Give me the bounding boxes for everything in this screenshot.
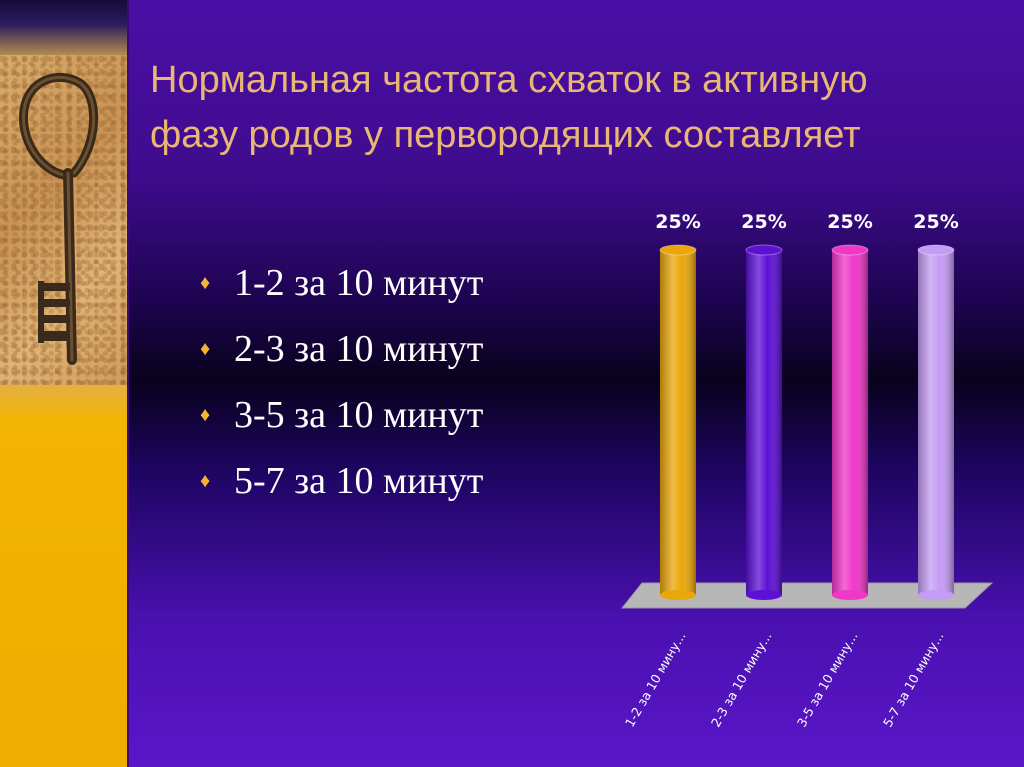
data-label-1: 25% <box>655 211 700 233</box>
bar-2 <box>745 244 783 600</box>
chart-floor <box>620 582 994 609</box>
bullet-item: ♦ 3-5 за 10 минут <box>200 382 483 448</box>
category-label-4: 5-7 за 10 мину... <box>880 629 947 730</box>
divider-line <box>127 0 129 767</box>
diamond-bullet-icon: ♦ <box>200 469 211 492</box>
bar-1 <box>659 244 697 600</box>
diamond-bullet-icon: ♦ <box>200 337 211 360</box>
diamond-bullet-icon: ♦ <box>200 271 211 294</box>
left-top-band <box>0 0 127 60</box>
bar-3 <box>831 244 869 600</box>
bar-chart: 25% 1-2 за 10 мину... 25% 2-3 за 10 мину...… <box>620 211 994 730</box>
category-label-3: 3-5 за 10 мину... <box>794 629 861 730</box>
category-label-2: 2-3 за 10 мину... <box>708 629 775 730</box>
key-icon <box>19 72 99 365</box>
bullet-text: 5-7 за 10 минут <box>234 460 484 502</box>
bullet-text: 1-2 за 10 минут <box>234 262 484 304</box>
diamond-bullet-icon: ♦ <box>200 403 211 426</box>
data-label-4: 25% <box>913 211 958 233</box>
slide-title: Нормальная частота схваток в активную фа… <box>150 59 868 157</box>
key-photo <box>0 55 127 385</box>
bar-4 <box>917 244 955 600</box>
bullet-list: ♦ 1-2 за 10 минут ♦ 2-3 за 10 минут ♦ 3-… <box>200 250 483 514</box>
data-label-3: 25% <box>827 211 872 233</box>
bullet-item: ♦ 2-3 за 10 минут <box>200 316 483 382</box>
bullet-text: 2-3 за 10 минут <box>234 328 484 370</box>
bullet-text: 3-5 за 10 минут <box>234 394 484 436</box>
bullet-item: ♦ 5-7 за 10 минут <box>200 448 483 514</box>
category-label-1: 1-2 за 10 мину... <box>622 629 689 730</box>
data-label-2: 25% <box>741 211 786 233</box>
bullet-item: ♦ 1-2 за 10 минут <box>200 250 483 316</box>
